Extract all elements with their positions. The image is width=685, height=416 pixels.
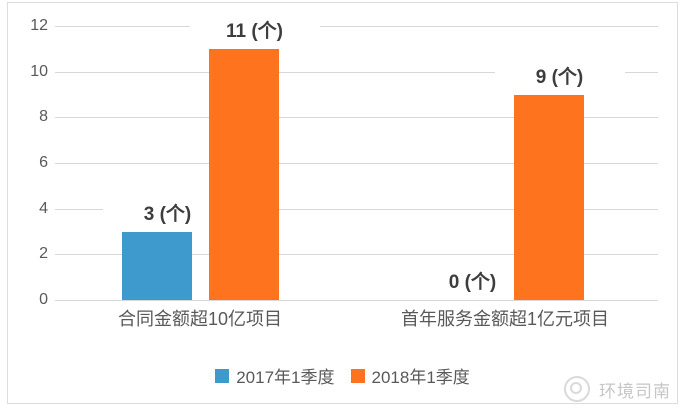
legend-label: 2017年1季度 <box>236 368 335 387</box>
legend-swatch-icon <box>215 368 230 383</box>
x-axis-category-label: 合同金额超10亿项目 <box>117 309 283 329</box>
watermark-text: 环境司南 <box>599 381 671 401</box>
y-axis-tick-label: 2 <box>39 245 48 263</box>
chart-legend: 2017年1季度 2018年1季度 <box>0 363 685 388</box>
bar-series-0-category-0 <box>121 231 192 300</box>
gridline <box>55 163 658 164</box>
gridline <box>55 117 658 119</box>
data-label: 9 (个) <box>494 66 625 89</box>
gridline <box>55 26 658 27</box>
y-axis-tick-label: 12 <box>30 17 48 34</box>
gridline <box>55 300 658 301</box>
y-axis-tick-label: 8 <box>39 108 48 126</box>
bar-series-1-category-1 <box>513 94 584 300</box>
y-axis-tick-label: 4 <box>39 199 48 217</box>
data-label: 3 (个) <box>102 203 233 226</box>
gridline <box>55 208 658 210</box>
y-axis-tick-label: 10 <box>30 62 48 80</box>
legend-item-1: 2018年1季度 <box>350 363 470 388</box>
gridline <box>55 254 658 256</box>
data-label: 0 (个) <box>407 272 538 294</box>
gridline <box>55 71 658 73</box>
watermark: 环境司南 <box>564 376 671 402</box>
legend-label: 2018年1季度 <box>371 368 470 387</box>
data-label: 11 (个) <box>189 20 320 43</box>
x-axis-category-label: 首年服务金额超1亿元项目 <box>400 309 609 329</box>
bar-series-1-category-0 <box>208 48 279 300</box>
compass-logo-icon <box>564 376 590 402</box>
y-axis-tick-label: 0 <box>39 291 48 308</box>
legend-swatch-icon <box>350 368 365 383</box>
y-axis-tick-label: 6 <box>39 154 48 171</box>
legend-item-0: 2017年1季度 <box>215 363 335 388</box>
